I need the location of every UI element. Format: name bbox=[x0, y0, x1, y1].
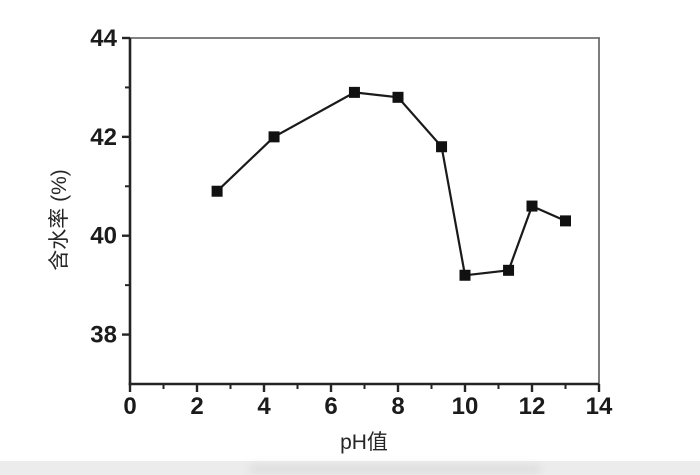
x-tick-label: 4 bbox=[257, 393, 271, 420]
x-tick-label: 12 bbox=[519, 393, 546, 420]
cropped-caption-band bbox=[0, 461, 700, 475]
data-point-marker bbox=[268, 131, 280, 143]
data-point-marker bbox=[211, 185, 223, 197]
y-axis-title: 含水率 (%) bbox=[48, 169, 71, 271]
y-tick-label: 44 bbox=[90, 25, 117, 52]
y-tick-label: 38 bbox=[90, 322, 117, 349]
x-tick-label: 2 bbox=[190, 393, 203, 420]
x-axis-title: pH值 bbox=[340, 431, 388, 454]
tick-labels: 0 2 4 6 8 10 12 14 38 40 42 44 bbox=[90, 25, 613, 420]
data-point-marker bbox=[526, 200, 538, 212]
y-tick-label: 42 bbox=[90, 124, 117, 151]
data-series bbox=[211, 86, 571, 281]
data-point-marker bbox=[436, 141, 448, 153]
data-point-marker bbox=[459, 269, 471, 281]
series-line bbox=[216, 91, 566, 277]
x-tick-label: 14 bbox=[586, 393, 613, 420]
axis-ticks bbox=[122, 36, 601, 392]
y-tick-label: 40 bbox=[90, 223, 117, 250]
x-tick-label: 6 bbox=[324, 393, 337, 420]
data-point-marker bbox=[503, 264, 515, 276]
x-tick-label: 8 bbox=[391, 393, 404, 420]
data-point-marker bbox=[560, 215, 571, 227]
x-tick-label: 0 bbox=[123, 393, 136, 420]
data-point-marker bbox=[348, 86, 360, 98]
x-tick-label: 10 bbox=[452, 393, 479, 420]
data-point-marker bbox=[392, 91, 404, 103]
